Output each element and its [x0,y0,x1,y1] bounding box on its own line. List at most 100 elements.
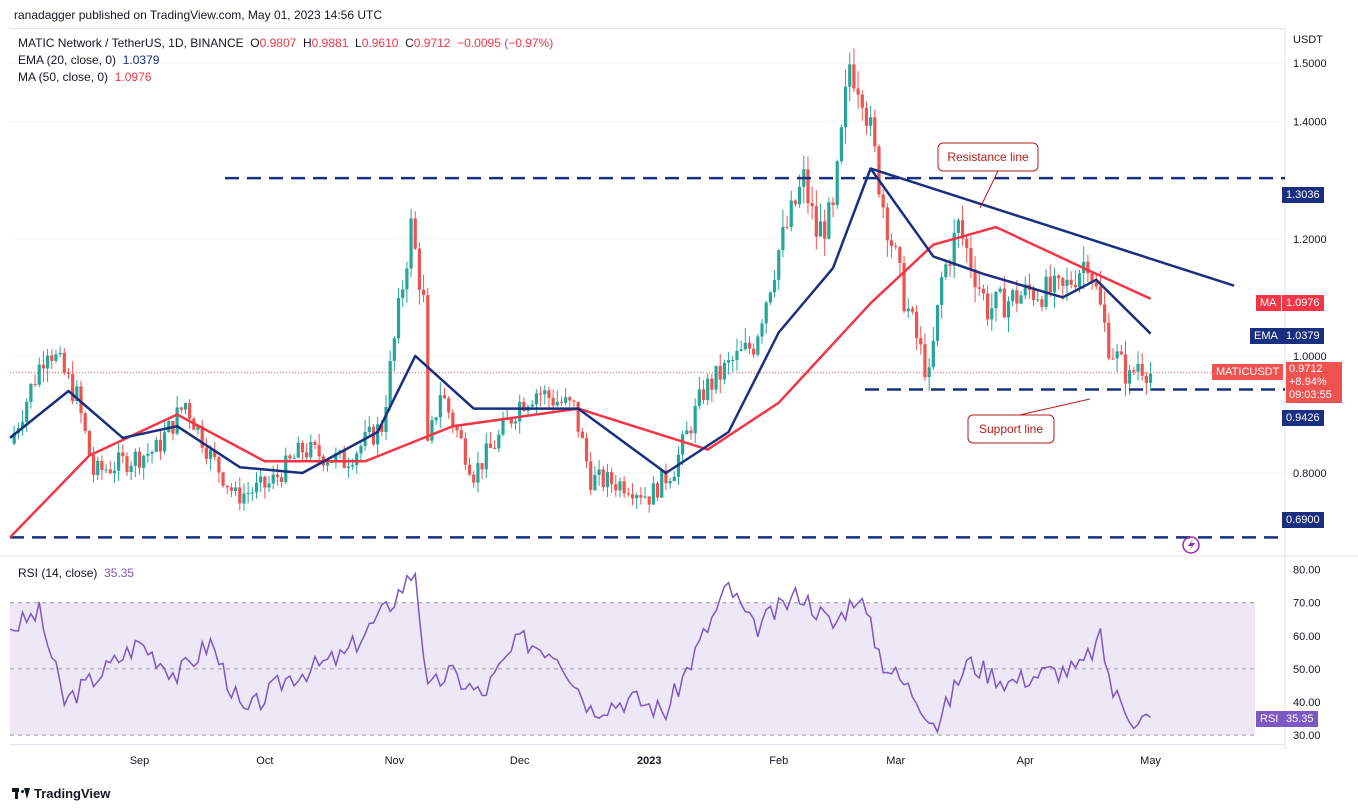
candle-body [1128,370,1132,384]
candle-body [430,420,434,441]
candle-body [593,474,597,491]
candle-body [643,496,647,498]
candle-body [300,442,305,453]
candle-body [225,485,229,488]
candle-body [396,297,401,339]
candle-body [530,404,534,407]
candle-body [83,413,87,432]
candle-body [129,465,133,472]
time-tick-label: Mar [886,755,905,767]
candle-body [275,474,279,478]
time-axis: Sep Oct Nov Dec 2023 Feb Mar Apr May [130,755,1162,767]
candle-body [739,349,743,351]
candle-body [835,161,839,206]
candle-body [413,218,417,249]
candle-body [242,493,246,504]
candle-body [108,469,112,474]
candle-body [263,476,267,488]
candle-body [948,264,952,266]
rsi-chart[interactable]: 80.00 70.00 60.00 50.00 40.00 30.00 [0,555,1358,755]
candle-body [1077,273,1082,288]
ema-value-tag: 1.0379 [1282,328,1324,344]
candle-body [685,430,689,435]
candle-body [810,203,814,207]
support-annotation-label: Support line [979,422,1043,436]
candle-body [271,474,275,484]
rsi-tick-label: 30.00 [1293,730,1321,742]
candle-body [217,457,221,473]
candle-body [898,247,902,263]
candle-body [986,293,990,320]
candle-body [46,355,50,369]
candle-body [509,419,513,424]
candle-body [998,288,1002,292]
candle-body [714,365,718,390]
ma-value-tag: 1.0976 [1282,295,1324,311]
candle-body [359,445,363,454]
candle-body [735,350,739,360]
candle-body [718,365,722,380]
candle-body [288,455,292,459]
legend-ma-row: MA (50, close, 0) 1.0976 [18,70,151,84]
candle-body [380,424,384,432]
candle-body [864,107,869,126]
candle-body [229,487,234,491]
candle-body [1015,290,1019,304]
candle-body [417,248,422,290]
legend-close: 0.9712 [413,36,451,50]
candle-body [50,355,54,361]
candle-body [1065,279,1069,286]
candle-body [438,395,442,418]
candle-body [651,483,655,505]
candle-body [200,425,204,448]
candle-body [292,457,296,459]
price-tag: 0.9712 +8.94% 09:03:55 [1286,362,1342,403]
resistance-level-tag: 1.3036 [1282,187,1324,203]
candle-body [743,342,747,350]
candle-body [179,407,183,410]
candle-body [392,338,396,361]
candle-body [660,470,664,498]
footer-brand[interactable]: TradingView [12,786,110,801]
candle-body [58,352,62,355]
candle-body [956,220,960,233]
candle-body [722,362,727,380]
candle-body [1111,358,1115,360]
candle-body [806,169,810,204]
candle-body [355,453,359,465]
candle-body [405,268,409,290]
candle-body [756,336,760,355]
candle-body [463,438,467,465]
candle-body [208,449,213,459]
candle-body [781,226,785,251]
price-chart[interactable]: 1.5000 1.4000 1.2000 1.0000 0.8000 Resistance… [0,0,1358,560]
candle-body [259,476,263,483]
candle-body [551,397,555,406]
candle-body [133,451,137,466]
ma-tag: MA [1256,295,1281,311]
time-tick-label: 2023 [637,755,661,767]
chart-frame [10,28,1285,745]
candle-body [1119,351,1123,355]
candle-body [238,487,242,504]
price-tag-value: 0.9712 [1289,363,1323,375]
candle-body [681,434,685,455]
candle-body [885,207,889,241]
price-tick-label: 1.2000 [1293,234,1327,246]
candle-body [965,238,969,249]
candle-body [488,443,493,448]
candle-body [25,401,29,422]
candle-body [860,94,864,108]
candle-body [689,430,693,434]
candle-body [1006,301,1011,318]
candle-body [768,292,772,303]
legend-c-label: C [405,36,414,50]
candle-body [1036,299,1040,301]
candle-body [973,269,977,288]
candle-body [467,464,472,475]
candle-body [710,378,714,390]
candle-body [1098,286,1103,305]
candle-body [1107,322,1111,359]
candle-body [605,472,610,488]
candle-body [576,401,580,432]
